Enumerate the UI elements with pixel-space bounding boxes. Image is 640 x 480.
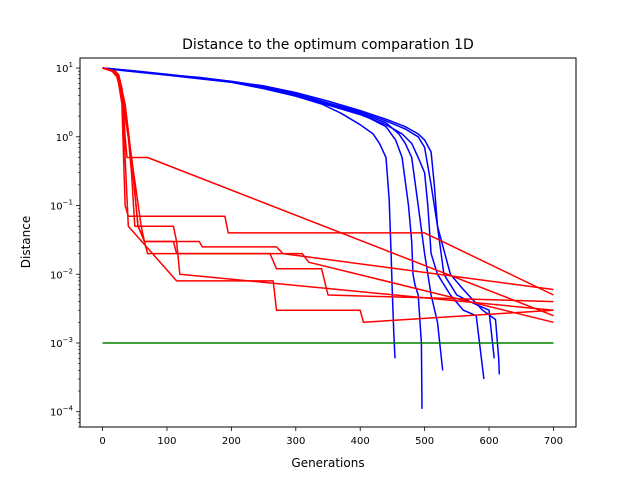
x-tick-label: 400 bbox=[351, 436, 370, 447]
chart-title: Distance to the optimum comparation 1D bbox=[182, 37, 474, 53]
x-axis-label: Generations bbox=[291, 456, 364, 470]
y-axis-label: Distance bbox=[19, 216, 33, 268]
x-tick-label: 700 bbox=[544, 436, 563, 447]
y-tick-label: 101 bbox=[56, 61, 73, 75]
x-axis-ticks: 0 100 200 300 400 500 600 700 bbox=[99, 427, 563, 447]
x-tick-label: 0 bbox=[99, 436, 105, 447]
x-tick-label: 600 bbox=[479, 436, 498, 447]
x-tick-label: 500 bbox=[415, 436, 434, 447]
y-tick-label: 10−4 bbox=[50, 405, 74, 419]
y-tick-label: 10−1 bbox=[50, 199, 73, 213]
x-tick-label: 100 bbox=[157, 436, 176, 447]
x-tick-label: 200 bbox=[222, 436, 241, 447]
y-tick-label: 100 bbox=[56, 130, 73, 144]
series-layer bbox=[102, 67, 554, 409]
series-line-12 bbox=[102, 67, 554, 303]
plot-frame bbox=[79, 57, 577, 428]
y-axis-ticks: 10−4 10−3 10−2 10−1 100 101 bbox=[50, 61, 80, 428]
y-tick-label: 10−2 bbox=[50, 267, 73, 281]
series-line-13 bbox=[102, 67, 554, 324]
x-tick-label: 300 bbox=[286, 436, 305, 447]
plot-area: 0 100 200 300 400 500 600 700 10−410−310−210−11… bbox=[50, 57, 577, 447]
y-tick-label: 10−3 bbox=[50, 336, 73, 350]
